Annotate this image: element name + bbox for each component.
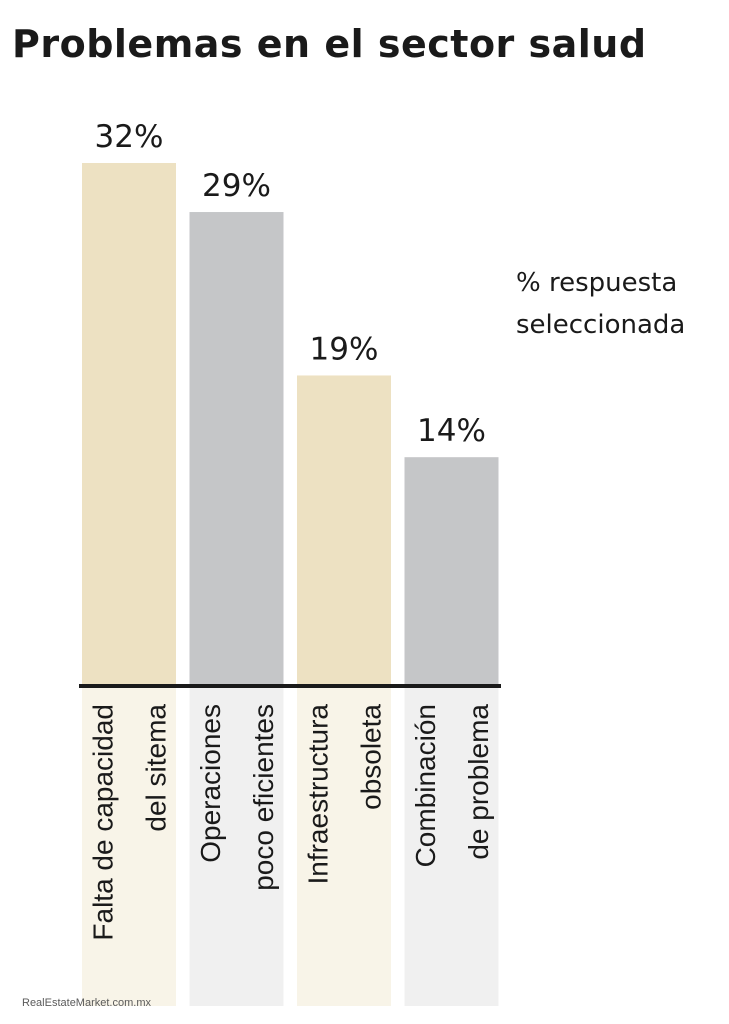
bar-infraestructura-obsoleta [297, 375, 391, 686]
value-label-falta-de-capacidad-del-sitema: 32% [95, 119, 164, 155]
category-label-infraestructura-obsoleta: Infraestructura obsoleta [303, 704, 387, 885]
value-label-infraestructura-obsoleta: 19% [310, 331, 379, 367]
category-label-operaciones-poco-eficientes: Operaciones poco eficientes [195, 704, 279, 891]
category-label-falta-de-capacidad-del-sitema: Falta de capacidad del sitema [88, 704, 172, 941]
category-label-line: obsoleta [356, 704, 387, 810]
category-label-line: poco eficientes [248, 704, 279, 891]
bar-falta-de-capacidad-del-sitema [82, 163, 176, 686]
unit-note-line-1: % respuesta [516, 268, 678, 298]
category-label-line: Combinación [410, 704, 441, 867]
category-label-line: Infraestructura [303, 704, 334, 885]
value-label-combinacion-de-problema: 14% [417, 413, 486, 449]
bar-combinacion-de-problema [404, 457, 499, 686]
category-label-combinacion-de-problema: Combinación de problema [410, 704, 494, 868]
bar-operaciones-poco-eficientes [189, 212, 284, 686]
unit-note-line-2: seleccionada [516, 310, 686, 340]
label-panel-falta-de-capacidad-del-sitema [82, 686, 176, 1006]
category-label-line: Falta de capacidad [88, 704, 119, 941]
chart-title: Problemas en el sector salud [12, 22, 647, 66]
category-label-line: Operaciones [195, 704, 226, 863]
category-label-line: de problema [463, 704, 494, 860]
watermark: RealEstateMarket.com.mx [22, 997, 151, 1009]
label-panel-operaciones-poco-eficientes [189, 686, 284, 1006]
value-label-operaciones-poco-eficientes: 29% [202, 168, 271, 204]
unit-note: % respuesta seleccionada [516, 262, 685, 346]
label-panel-combinacion-de-problema [404, 686, 499, 1006]
category-label-line: del sitema [141, 704, 172, 832]
label-panel-infraestructura-obsoleta [297, 686, 391, 1006]
